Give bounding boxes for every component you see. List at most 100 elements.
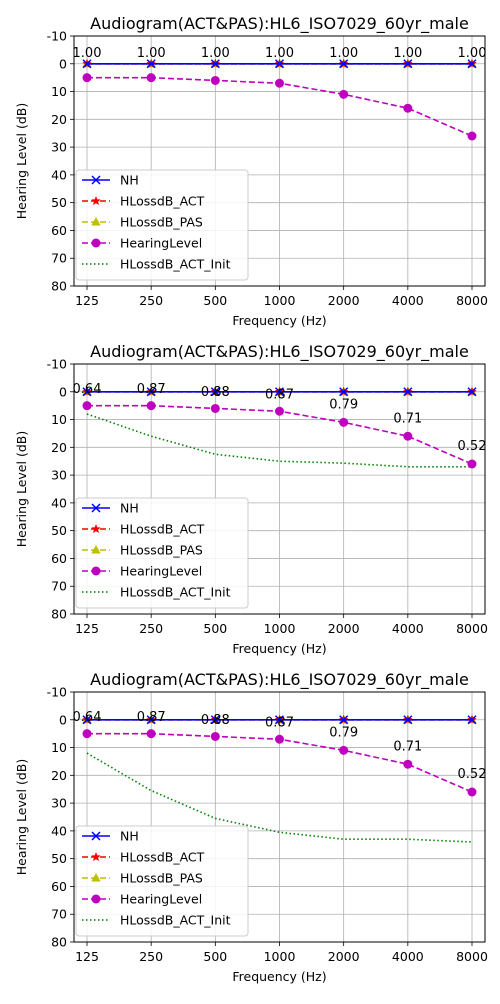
y-tick-label: 40 [51,495,67,510]
legend-label: NH [120,501,139,516]
chart-title: Audiogram(ACT&PAS):HL6_ISO7029_60yr_male [90,342,469,362]
y-axis-label: Hearing Level (dB) [14,103,29,219]
x-axis-label: Frequency (Hz) [232,641,326,656]
data-point [339,59,349,69]
legend-label: HLossdB_ACT_Init [120,257,231,272]
data-point [403,431,413,441]
legend-item: HearingLevel [82,564,202,579]
y-tick-label: 30 [51,140,67,155]
y-tick-label: 50 [51,523,67,538]
data-point [146,401,156,411]
legend-item: HLossdB_PAS [82,215,203,230]
legend-item: HearingLevel [82,236,202,251]
data-point [467,59,477,69]
data-point [339,417,349,427]
legend-marker [91,175,101,185]
annotation-label: 0.71 [393,411,422,426]
legend-marker [91,503,101,513]
legend-label: HearingLevel [120,892,202,907]
data-point [82,73,92,83]
y-tick-label: 60 [51,551,67,566]
data-point [274,715,285,725]
x-tick-label: 2000 [328,293,360,308]
y-tick-label: 80 [51,935,67,950]
y-axis-label: Hearing Level (dB) [14,759,29,875]
series-nh [82,59,477,69]
series-group [82,58,477,141]
data-point [467,459,477,469]
y-tick-label: 40 [51,823,67,838]
data-point [274,59,285,69]
y-tick-label: 70 [51,907,67,922]
y-tick-label: 30 [51,796,67,811]
annotation-label: 1.00 [458,46,487,61]
series-group [82,714,477,843]
series-hearinglevel [82,729,477,797]
legend-label: HearingLevel [120,564,202,579]
annotation-label: 0.88 [201,385,230,400]
y-tick-label: 0 [59,384,67,399]
x-tick-label: 2000 [328,621,360,636]
y-tick-label: -10 [47,29,67,44]
legend-item: HLossdB_ACT [82,522,205,537]
annotation-label: 0.52 [458,439,487,454]
x-tick-label: 4000 [392,949,424,964]
annotation-label: 1.00 [393,46,422,61]
x-tick-label: 125 [75,293,99,308]
legend-marker [91,873,101,882]
annotation-label: 1.00 [265,46,294,61]
legend-marker [91,217,101,226]
data-point [82,715,92,725]
y-tick-label: 70 [51,579,67,594]
data-point [467,715,477,725]
x-tick-label: 1000 [264,949,296,964]
annotation-label: 0.64 [73,710,102,725]
y-tick-label: 50 [51,195,67,210]
legend-item: NH [82,501,139,516]
y-tick-label: 10 [51,740,67,755]
legend-label: HLossdB_ACT_Init [120,913,231,928]
legend: NH HLossdB_ACT HLossdB_PAS HearingLevel HLos… [75,825,249,937]
legend-marker [91,238,101,248]
legend-box [75,825,249,937]
legend-label: HLossdB_ACT [120,194,205,209]
x-axis-label: Frequency (Hz) [232,969,326,984]
y-tick-label: 50 [51,851,67,866]
y-tick-label: 20 [51,440,67,455]
x-tick-label: 250 [139,949,163,964]
data-point [82,59,92,69]
y-tick-label: 0 [59,712,67,727]
y-tick-label: 10 [51,84,67,99]
data-point [210,403,220,413]
annotation-label: 0.87 [137,710,166,725]
legend: NH HLossdB_ACT HLossdB_PAS HearingLevel HLos… [75,169,249,281]
annotation-label: 0.79 [329,725,358,740]
data-point [146,729,156,739]
legend-item: HLossdB_ACT [82,850,205,865]
y-tick-label: 20 [51,768,67,783]
data-point [82,729,92,739]
legend-item: HLossdB_PAS [82,543,203,558]
data-point [403,59,413,69]
y-tick-label: -10 [47,357,67,372]
data-point [274,387,285,397]
legend-label: HearingLevel [120,236,202,251]
annotation-label: 0.71 [393,739,422,754]
y-tick-label: 80 [51,279,67,294]
legend-marker [91,545,101,554]
x-tick-label: 250 [139,621,163,636]
legend-item: HLossdB_ACT_Init [82,257,231,272]
legend-marker [91,831,101,841]
data-point [403,103,413,113]
data-point [210,731,220,741]
legend-marker [91,524,101,534]
x-tick-label: 4000 [392,621,424,636]
legend-label: HLossdB_ACT [120,522,205,537]
annotation-label: 1.00 [137,46,166,61]
legend-marker [91,566,101,576]
y-axis-label: Hearing Level (dB) [14,431,29,547]
x-tick-label: 500 [203,293,227,308]
data-point [339,89,349,99]
data-point [146,387,156,397]
